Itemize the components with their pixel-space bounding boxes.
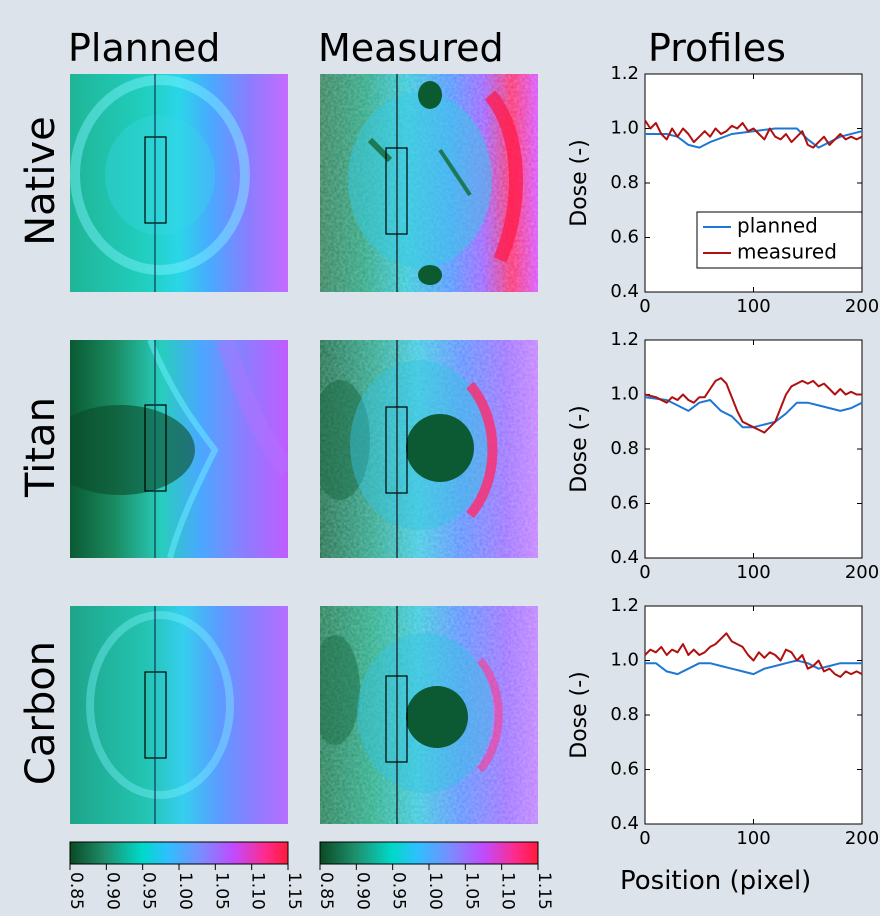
y-tick-label: 0.6 xyxy=(610,227,639,248)
colorbar-tick-label: 0.85 xyxy=(66,872,86,910)
title-planned: Planned xyxy=(68,26,221,70)
colorbar-tick-label: 1.00 xyxy=(425,872,445,910)
series-line-planned xyxy=(645,659,862,676)
colorbar-tick-label: 1.05 xyxy=(211,872,231,910)
series-line-measured xyxy=(644,377,862,434)
x-tick-label: 0 xyxy=(639,828,650,849)
y-tick-label: 0.6 xyxy=(610,493,639,514)
legend-box xyxy=(696,211,863,269)
x-axis-label: Position (pixel) xyxy=(620,866,812,896)
legend-label-planned: planned xyxy=(737,214,818,238)
planned-map-native xyxy=(70,74,288,292)
x-tick-label: 200 xyxy=(845,562,879,583)
x-tick-label: 100 xyxy=(736,828,770,849)
series-line-planned xyxy=(645,127,863,149)
profile-panel: 0.4 0.6 0.8 1.0 1.2 0 100 200 Dose (-) plannedmea… xyxy=(567,63,879,317)
profile-panel: 0.4 0.6 0.8 1.0 1.2 0 100 200 Dose (-) xyxy=(567,595,879,849)
x-tick-label: 0 xyxy=(639,296,650,317)
colorbar-tick-label: 1.05 xyxy=(461,872,481,910)
series-line-planned xyxy=(644,396,863,429)
y-tick-label: 1.0 xyxy=(610,118,639,139)
series-line-measured xyxy=(644,119,863,149)
colorbar-planned xyxy=(69,841,289,865)
y-tick-label: 0.4 xyxy=(610,281,639,302)
y-tick-label: 0.6 xyxy=(610,759,639,780)
y-tick-label: 1.0 xyxy=(610,384,639,405)
colorbar-measured xyxy=(319,841,539,865)
title-profiles: Profiles xyxy=(648,26,786,70)
colorbar-tick-label: 0.95 xyxy=(389,872,409,910)
colorbar-tick-label: 0.85 xyxy=(316,872,336,910)
planned-map-titan xyxy=(70,340,288,558)
x-tick-label: 200 xyxy=(845,296,879,317)
y-tick-label: 0.4 xyxy=(610,547,639,568)
y-tick-label: 1.2 xyxy=(610,329,639,350)
colorbar-ticks: 0.85 0.90 0.95 1.00 1.05 1.10 1.15 0.85 0.90 0.95… xyxy=(66,864,554,910)
y-tick-label: 0.4 xyxy=(610,813,639,834)
colorbar-tick-label: 0.90 xyxy=(352,872,372,910)
title-measured: Measured xyxy=(318,26,504,70)
profile-panel: 0.4 0.6 0.8 1.0 1.2 0 100 200 Dose (-) xyxy=(567,329,879,583)
x-tick-label: 100 xyxy=(736,296,770,317)
y-tick-label: 0.8 xyxy=(610,704,639,725)
measured-map-native xyxy=(320,74,538,292)
y-tick-label: 1.2 xyxy=(610,63,639,84)
colorbar-tick-label: 1.10 xyxy=(498,872,518,910)
x-tick-label: 200 xyxy=(845,828,879,849)
plot-area xyxy=(644,339,863,559)
y-axis-label: Dose (-) xyxy=(567,405,592,493)
y-tick-label: 0.8 xyxy=(610,172,639,193)
plot-area xyxy=(644,605,863,825)
y-axis-label: Dose (-) xyxy=(567,671,592,759)
y-axis-label: Dose (-) xyxy=(567,139,592,227)
colorbar-tick-label: 0.90 xyxy=(102,872,122,910)
y-tick-label: 1.2 xyxy=(610,595,639,616)
series-line-measured xyxy=(644,632,863,678)
y-tick-label: 0.8 xyxy=(610,438,639,459)
colorbar-tick-label: 1.00 xyxy=(175,872,195,910)
y-tick-label: 1.0 xyxy=(610,650,639,671)
measured-map-carbon xyxy=(320,606,538,824)
colorbar-tick-label: 1.15 xyxy=(534,872,554,910)
colorbar-tick-label: 1.10 xyxy=(248,872,268,910)
legend-label-measured: measured xyxy=(737,240,837,264)
x-tick-label: 100 xyxy=(736,562,770,583)
x-tick-label: 0 xyxy=(639,562,650,583)
planned-map-carbon xyxy=(70,606,288,824)
colorbar-tick-label: 1.15 xyxy=(284,872,304,910)
colorbar-tick-label: 0.95 xyxy=(139,872,159,910)
measured-map-titan xyxy=(320,340,538,558)
